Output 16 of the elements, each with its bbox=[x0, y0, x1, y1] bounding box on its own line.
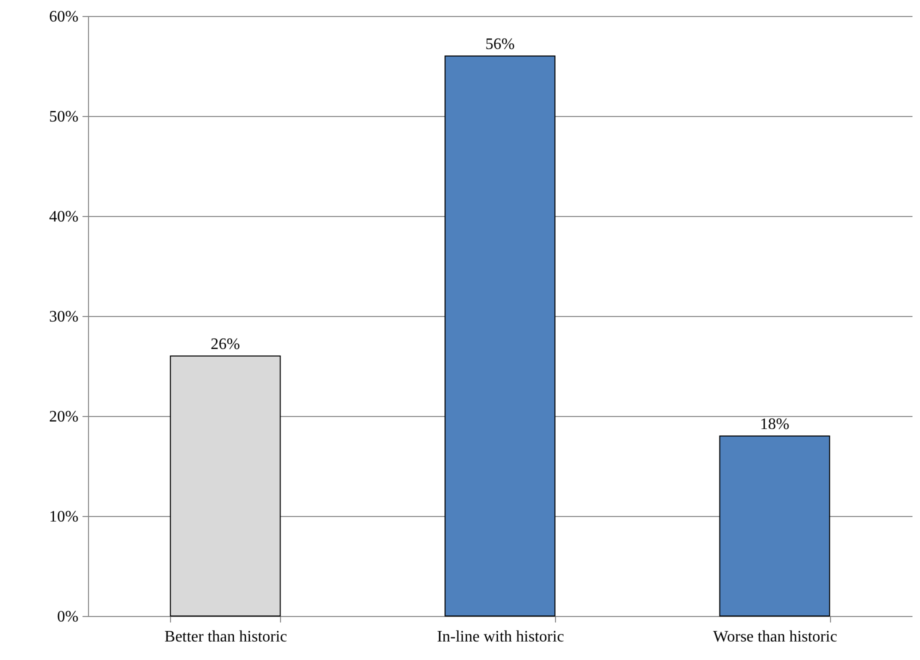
bar bbox=[170, 356, 281, 616]
bar bbox=[444, 56, 556, 616]
y-tick-label: 0% bbox=[57, 608, 78, 626]
y-tick-label: 30% bbox=[49, 308, 78, 326]
y-tick-label: 20% bbox=[49, 408, 78, 426]
x-tick-label: Better than historic bbox=[164, 628, 288, 646]
data-label: 56% bbox=[485, 36, 515, 53]
y-tick-label: 50% bbox=[49, 108, 78, 126]
y-tick-label: 60% bbox=[49, 8, 78, 26]
x-tick-label: Worse than historic bbox=[713, 628, 838, 646]
y-tick-label: 10% bbox=[49, 508, 78, 526]
data-label: 18% bbox=[760, 416, 790, 433]
y-tick-label: 40% bbox=[49, 208, 78, 226]
x-tick-label: In-line with historic bbox=[436, 628, 564, 646]
bar bbox=[719, 436, 830, 616]
data-label: 26% bbox=[210, 336, 240, 353]
